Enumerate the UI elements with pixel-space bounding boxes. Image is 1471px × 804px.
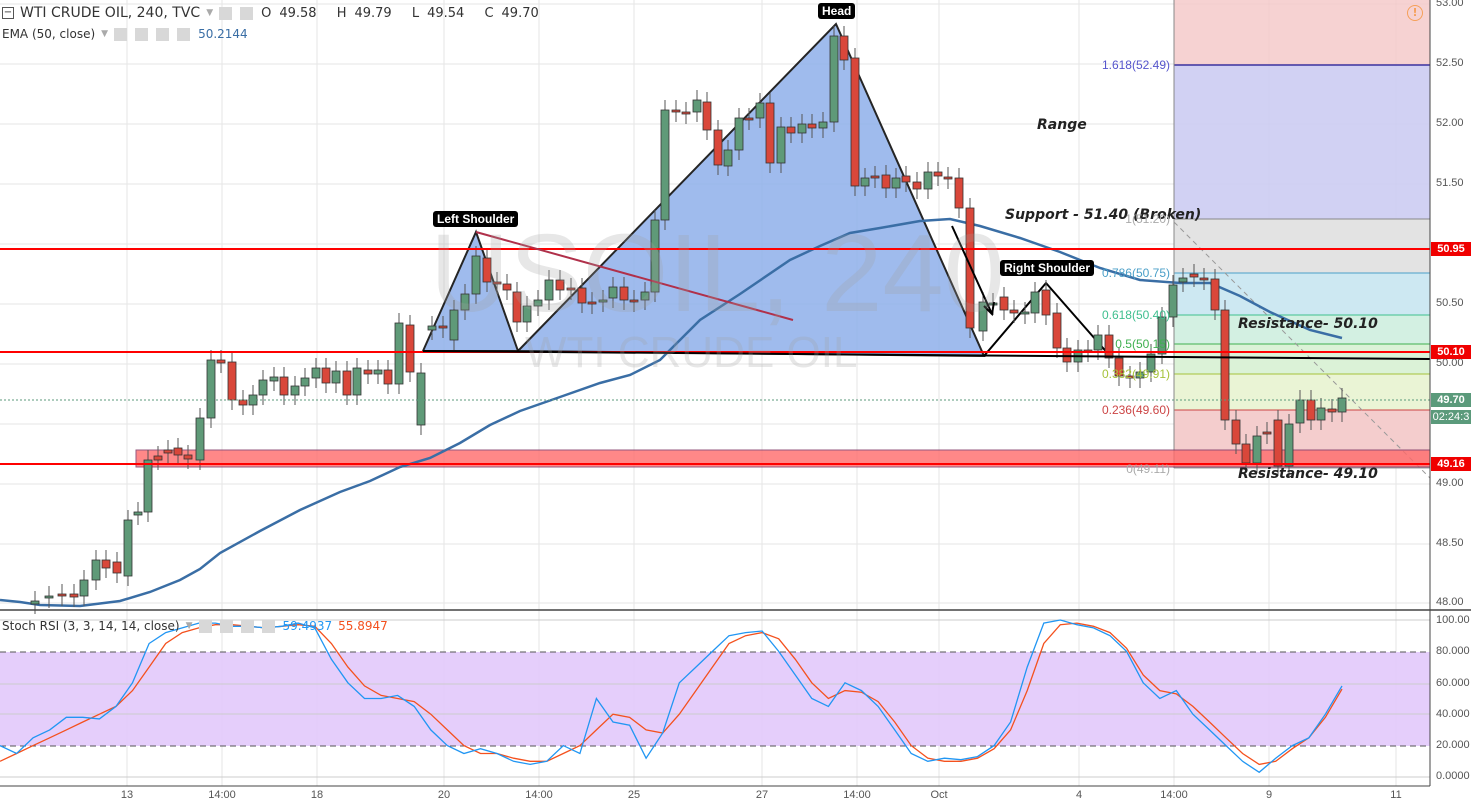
rsi-axis-label: 80.000 bbox=[1436, 645, 1470, 657]
rsi-axis-label: 60.000 bbox=[1436, 677, 1470, 689]
collapse-icon[interactable]: − bbox=[2, 7, 14, 19]
time-axis-label: Oct bbox=[930, 789, 948, 801]
eye-icon[interactable] bbox=[219, 6, 233, 20]
watermark-symbol: USOIL, 240 bbox=[430, 212, 1005, 335]
fib-label: 0.618(50.40) bbox=[1101, 308, 1170, 322]
fib-label: 0.236(49.60) bbox=[1101, 403, 1170, 417]
time-axis-label: 14:00 bbox=[525, 789, 553, 801]
price-axis-label: 50.50 bbox=[1436, 297, 1464, 309]
head-label: Head bbox=[818, 3, 856, 19]
right-shoulder-label: Right Shoulder bbox=[1000, 260, 1094, 276]
fib-label: 0.786(50.75) bbox=[1101, 266, 1170, 280]
stoch-d-value: 55.8947 bbox=[338, 619, 388, 633]
rsi-axis-label: 40.000 bbox=[1436, 708, 1470, 720]
time-axis-label: 11 bbox=[1390, 789, 1402, 801]
time-axis-label: 27 bbox=[755, 789, 769, 801]
close-icon[interactable] bbox=[177, 27, 191, 41]
stoch-label: Stoch RSI (3, 3, 14, 14, close) bbox=[2, 619, 180, 633]
resistance-upper-label: Resistance- 50.10 bbox=[1238, 316, 1378, 332]
gear-icon[interactable] bbox=[240, 6, 254, 20]
price-axis-label: 48.00 bbox=[1436, 596, 1464, 608]
time-axis-label: 4 bbox=[1075, 789, 1083, 801]
price-axis-label: 52.50 bbox=[1436, 57, 1464, 69]
chevron-down-icon[interactable]: ▼ bbox=[101, 29, 109, 39]
time-axis-label: 25 bbox=[627, 789, 641, 801]
rsi-axis-label: 100.00 bbox=[1436, 614, 1470, 626]
ohlc-values: O 49.58 H 49.79 L 49.54 C 49.70 bbox=[261, 5, 539, 21]
neckline bbox=[422, 350, 1431, 360]
price-tag-50-95: 50.95 bbox=[1431, 242, 1471, 256]
symbol-title: WTI CRUDE OIL, 240, TVC bbox=[20, 5, 201, 21]
time-axis-label: 14:00 bbox=[843, 789, 871, 801]
fib-label: 1(51.20) bbox=[1125, 212, 1170, 226]
close-icon[interactable] bbox=[261, 619, 275, 633]
resistance-lower-label: Resistance- 49.10 bbox=[1238, 466, 1378, 482]
time-axis-label: 20 bbox=[437, 789, 451, 801]
stoch-rsi-band bbox=[0, 652, 1430, 746]
time-axis-label: 14:00 bbox=[208, 789, 236, 801]
price-tag-50-10: 50.10 bbox=[1431, 345, 1471, 359]
eye-icon[interactable] bbox=[198, 619, 212, 633]
time-axis-label: 13 bbox=[120, 789, 134, 801]
support-label: Support - 51.40 (Broken) bbox=[1005, 207, 1202, 223]
chevron-down-icon[interactable]: ▼ bbox=[185, 621, 193, 631]
ema-label: EMA (50, close) bbox=[2, 27, 96, 41]
time-axis-label: 14:00 bbox=[1160, 789, 1188, 801]
gear-icon[interactable] bbox=[135, 27, 149, 41]
eye-icon[interactable] bbox=[114, 27, 128, 41]
range-label: Range bbox=[1037, 117, 1087, 133]
ema-value: 50.2144 bbox=[198, 27, 248, 41]
fib-label: 1.618(52.49) bbox=[1101, 58, 1170, 72]
ema-legend: EMA (50, close) ▼ 50.2144 bbox=[2, 27, 248, 41]
fib-label: 0.382(49.91) bbox=[1101, 367, 1170, 381]
price-tag-49-16: 49.16 bbox=[1431, 457, 1471, 471]
price-axis-label: 52.00 bbox=[1436, 117, 1464, 129]
add-icon[interactable] bbox=[156, 27, 170, 41]
symbol-legend: − WTI CRUDE OIL, 240, TVC ▼ O 49.58 H 49.7… bbox=[2, 5, 555, 21]
arrow-down bbox=[951, 225, 995, 317]
watermark-name: WTI CRUDE OIL bbox=[525, 328, 858, 377]
time-axis-label: 9 bbox=[1265, 789, 1273, 801]
rsi-axis-label: 0.0000 bbox=[1436, 770, 1470, 782]
ema-line bbox=[0, 217, 1343, 608]
price-axis-label: 48.50 bbox=[1436, 537, 1464, 549]
left-shoulder-label: Left Shoulder bbox=[433, 211, 519, 227]
fib-label: 0.5(50.15) bbox=[1115, 337, 1170, 351]
alert-icon[interactable]: ! bbox=[1407, 5, 1423, 21]
gear-icon[interactable] bbox=[219, 619, 233, 633]
stoch-legend: Stoch RSI (3, 3, 14, 14, close) ▼ 59.493… bbox=[2, 619, 388, 633]
rsi-axis-label: 20.000 bbox=[1436, 739, 1470, 751]
countdown-tag: 02:24:3 bbox=[1431, 410, 1471, 424]
add-icon[interactable] bbox=[240, 619, 254, 633]
price-axis-label: 53.00 bbox=[1436, 0, 1464, 9]
stoch-k-value: 59.4937 bbox=[282, 619, 333, 633]
price-axis-label: 50.00 bbox=[1436, 357, 1464, 369]
time-axis-label: 18 bbox=[310, 789, 324, 801]
price-axis-label: 49.00 bbox=[1436, 477, 1464, 489]
price-tag-current: 49.70 bbox=[1431, 393, 1471, 407]
price-axis-label: 51.50 bbox=[1436, 177, 1464, 189]
trendline-red bbox=[475, 231, 794, 321]
chevron-down-icon[interactable]: ▼ bbox=[206, 8, 214, 18]
fib-label: 0(49.11) bbox=[1126, 462, 1170, 476]
candlesticks[interactable] bbox=[30, 26, 1347, 614]
